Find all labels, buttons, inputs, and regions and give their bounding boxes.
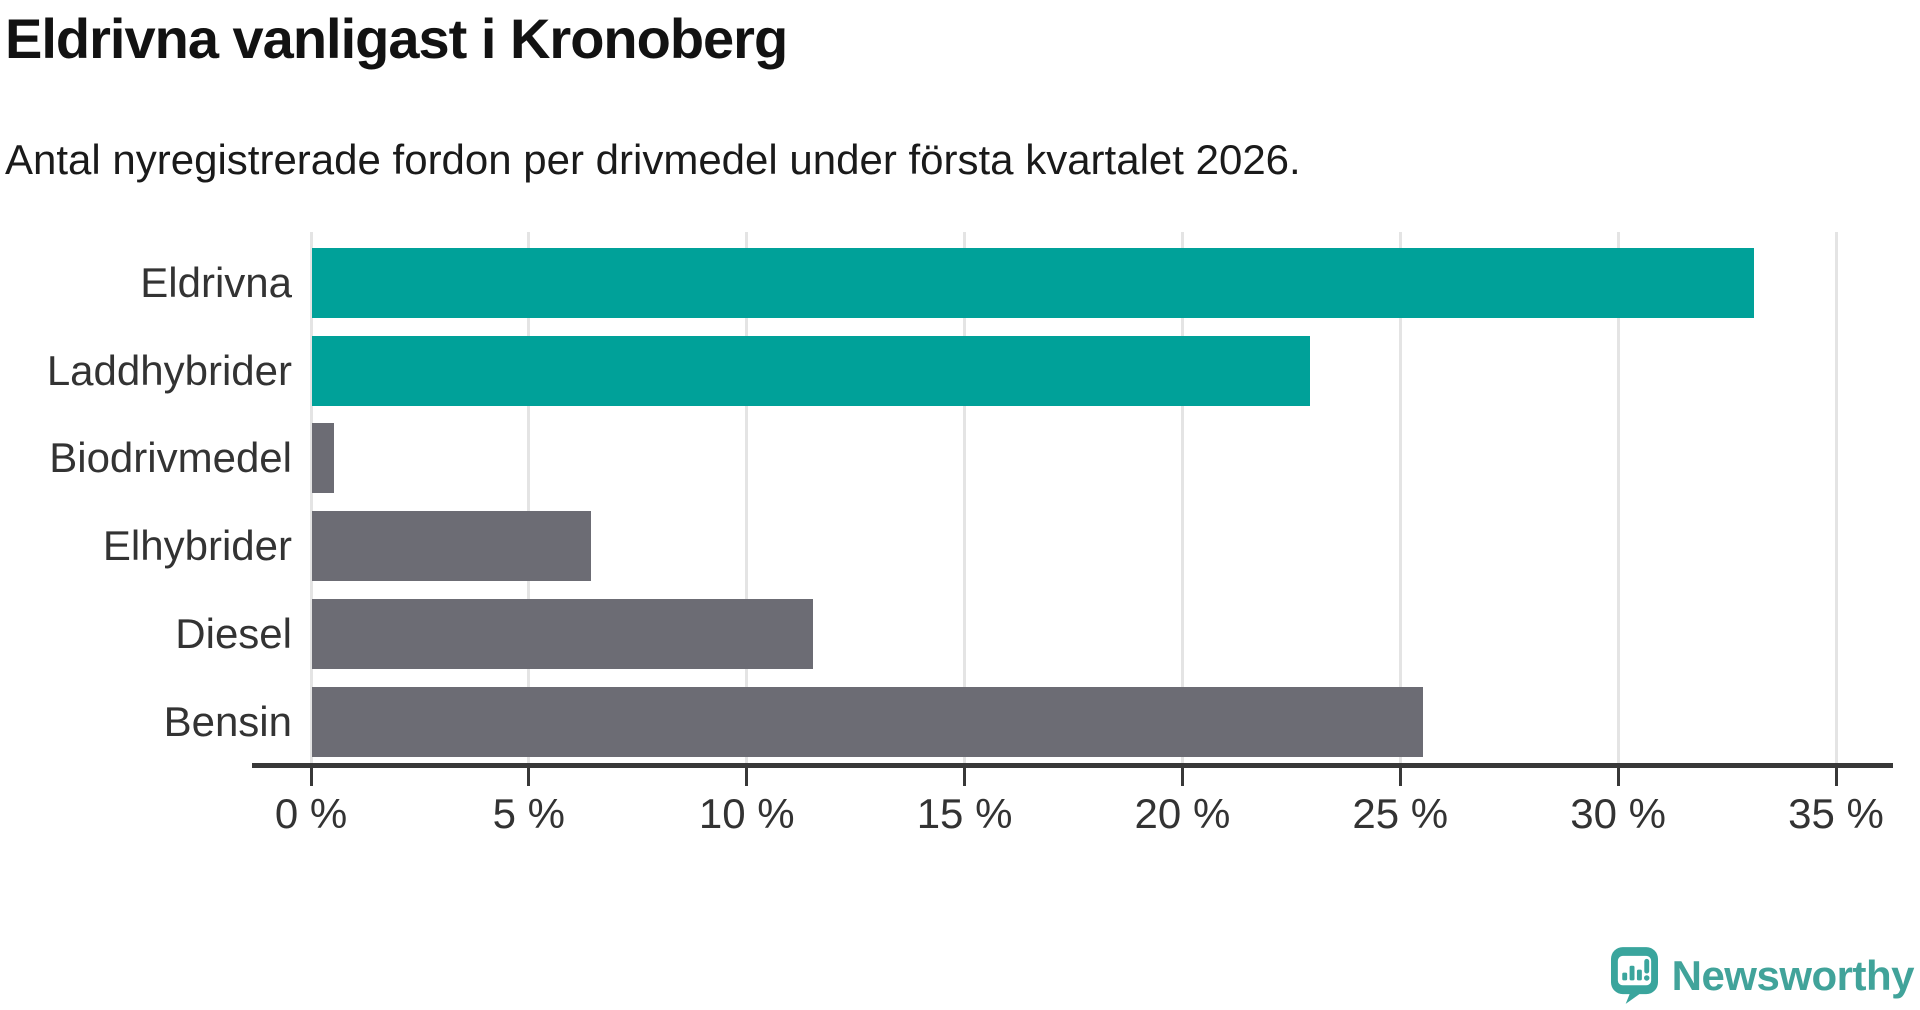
x-axis-tick <box>1834 768 1838 786</box>
category-label-bensin: Bensin <box>163 697 292 745</box>
x-axis-tick <box>745 768 749 786</box>
category-label-eldrivna: Eldrivna <box>140 259 292 306</box>
x-axis-tick-label: 15 % <box>916 790 1013 837</box>
page-title: Eldrivna vanligast i Kronoberg <box>5 7 788 70</box>
x-axis-tick <box>1180 768 1184 786</box>
gridline <box>527 232 531 763</box>
x-axis-tick-label: 35 % <box>1788 790 1884 837</box>
x-axis-tick <box>527 768 531 786</box>
x-axis-line <box>252 763 1893 768</box>
category-label-biodrivmedel: Biodrivmedel <box>49 434 292 482</box>
x-axis-tick-label: 10 % <box>698 790 795 837</box>
gridline <box>1616 232 1620 763</box>
gridline <box>963 232 967 763</box>
brand-logo: Newsworthy <box>1610 947 1915 1004</box>
x-axis-tick-label: 25 % <box>1352 790 1449 837</box>
brand-name: Newsworthy <box>1671 951 1915 999</box>
x-axis-tick <box>963 768 967 786</box>
bar-elhybrider <box>312 511 591 582</box>
bar-biodrivmedel <box>312 423 334 494</box>
bar-laddhybrider <box>312 335 1310 406</box>
bar-bensin <box>312 686 1424 757</box>
x-axis-tick <box>1616 768 1620 786</box>
category-label-diesel: Diesel <box>175 609 292 657</box>
x-axis-tick <box>309 768 313 786</box>
gridline <box>1398 232 1402 763</box>
x-axis-tick-label: 0 % <box>274 790 348 837</box>
category-label-elhybrider: Elhybrider <box>102 522 292 570</box>
gridline <box>1180 232 1184 763</box>
gridline <box>309 232 313 763</box>
bar-diesel <box>312 598 814 669</box>
page-subtitle: Antal nyregistrerade fordon per drivmede… <box>5 136 1301 183</box>
x-axis-tick <box>1398 768 1402 786</box>
x-axis-tick-label: 5 % <box>492 790 566 837</box>
bar-eldrivna <box>312 248 1755 318</box>
gridline <box>745 232 749 763</box>
gridline <box>1834 232 1838 763</box>
newsworthy-speech-bubble-barchart-icon <box>1610 947 1658 1004</box>
category-label-laddhybrider: Laddhybrider <box>46 346 292 394</box>
x-axis-tick-label: 20 % <box>1134 790 1231 837</box>
x-axis-tick-label: 30 % <box>1570 790 1667 837</box>
